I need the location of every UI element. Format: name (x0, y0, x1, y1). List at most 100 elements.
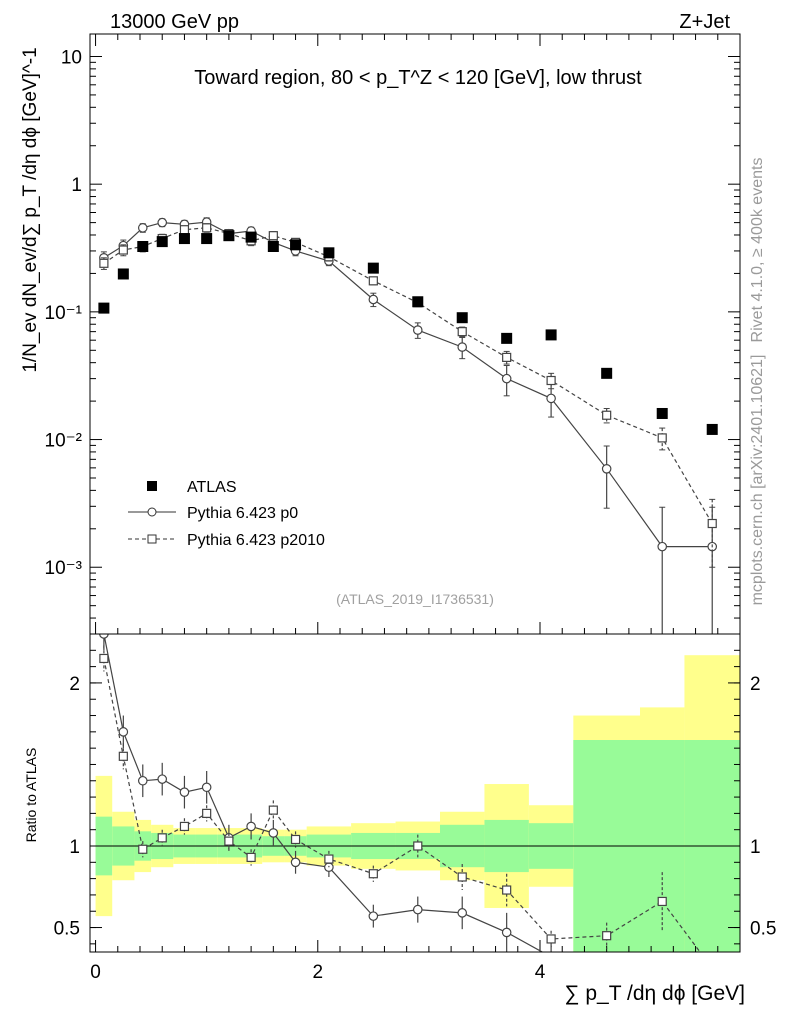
x-tick-label: 2 (312, 962, 323, 983)
ratio-axis-title: Ratio to ATLAS (23, 748, 39, 843)
process-label: Z+Jet (679, 11, 730, 33)
x-axis-title: ∑ p_T /dη dϕ [GeV] (565, 982, 745, 1005)
atlas-point (267, 240, 279, 252)
atlas-point (117, 268, 129, 280)
p2010-ratio-point (138, 844, 148, 854)
p2010-ratio-point (413, 841, 423, 851)
p2010-ratio-point (502, 885, 512, 895)
p2010-ratio-point (268, 805, 278, 815)
p0-point (412, 325, 423, 335)
p0-ratio-point (368, 911, 379, 921)
p0-ratio-point (99, 634, 109, 639)
p2010-ratio-point (602, 931, 612, 941)
x-tick-label: 4 (535, 962, 546, 983)
legend-p0-label: Pythia 6.423 p0 (187, 505, 298, 522)
plot-title: Toward region, 80 < p_T^Z < 120 [GeV], l… (194, 67, 642, 89)
p2010-ratio-point (118, 751, 128, 761)
p0-point (601, 464, 612, 474)
legend-p0-marker (147, 507, 157, 517)
atlas-point (98, 302, 110, 314)
ratio-tick-label-right: 1 (750, 837, 761, 858)
atlas-point (456, 312, 468, 324)
y-tick-label: 10⁻³ (45, 558, 83, 579)
p2010-point (707, 518, 717, 529)
p2010-ratio-point (324, 854, 334, 864)
atlas-point (501, 332, 513, 344)
p2010-point (202, 223, 212, 233)
atlas-point (178, 233, 190, 245)
atlas-point (545, 329, 557, 341)
p2010-point (118, 245, 128, 255)
p2010-point (502, 352, 512, 362)
p0-point (368, 294, 379, 305)
p2010-point (179, 225, 190, 235)
p2010-ratio-point (290, 834, 301, 845)
p0-point (501, 373, 512, 384)
p2010-point (546, 375, 556, 386)
atlas-point (156, 236, 168, 248)
ratio-ticks: 0.5 0.5 1 1 2 2 0 2 4 (54, 649, 776, 983)
legend-atlas-marker (147, 481, 157, 491)
p0-point (546, 393, 556, 404)
y-axis-title: 1/N_ev dN_ev/d∑ p_T /dη dϕ [GeV]^-1 (20, 47, 41, 372)
atlas-point (245, 231, 257, 243)
atlas-point (201, 233, 213, 245)
p0-ratio-point (157, 774, 168, 784)
atlas-point (137, 240, 149, 252)
ratio-plot-frame (89, 633, 741, 953)
p0-ratio-point (412, 904, 423, 915)
p0-point (457, 342, 468, 352)
p2010-ratio-point (546, 934, 556, 944)
p2010-ratio-point (457, 872, 467, 882)
y-tick-label: 10 (61, 47, 82, 68)
atlas-point (323, 247, 335, 259)
p2010-ratio-point (99, 653, 109, 664)
legend-p2010-marker (147, 534, 157, 544)
energy-label: 13000 GeV pp (110, 11, 239, 33)
ratio-tick-label: 1 (69, 837, 80, 858)
p2010-point (602, 410, 612, 420)
ratio-tick-label: 0.5 (54, 919, 80, 940)
y-tick-label: 10⁻² (45, 431, 83, 452)
p0-ratio-point (179, 787, 190, 797)
legend-p2010-label: Pythia 6.423 p2010 (187, 532, 325, 549)
p0-point (657, 541, 668, 552)
atlas-point (223, 230, 235, 242)
p0-ratio-point (268, 828, 279, 838)
legend-atlas-label: ATLAS (187, 479, 237, 496)
p2010-point (457, 327, 467, 337)
p2010-point (368, 276, 378, 286)
p2010-point (657, 433, 667, 443)
p0-ratio-point (246, 821, 256, 832)
p0-ratio-point (457, 908, 468, 918)
p2010-ratio-point (368, 869, 378, 879)
ratio-tick-label-right: 2 (750, 674, 761, 695)
p0-ratio-point (201, 782, 212, 793)
rivet-label: Rivet 4.1.0, ≥ 400k events (749, 158, 766, 343)
p0-ratio-point (547, 953, 555, 961)
ratio-bands (90, 655, 740, 952)
p2010-ratio-point (657, 896, 667, 907)
atlas-point (290, 239, 302, 251)
p0-ratio-point (290, 857, 301, 868)
atlas-point (367, 262, 379, 274)
mcplots-label: mcplots.cern.ch [arXiv:2401.10621] (749, 355, 766, 606)
p2010-ratio-point (179, 821, 190, 832)
p0-point (137, 223, 148, 233)
atlas-point (706, 423, 718, 435)
p2010-ratio-point (157, 833, 167, 843)
x-tick-label: 0 (90, 962, 101, 983)
ratio-tick-label: 2 (69, 674, 80, 695)
p0-main-line (103, 221, 713, 548)
atlas-point (601, 367, 613, 379)
p2010-point (99, 258, 109, 268)
atlas-point (412, 296, 424, 308)
analysis-watermark: (ATLAS_2019_I1736531) (336, 591, 494, 607)
p2010-ratio-point (246, 852, 256, 863)
main-ticks: 10⁻³ 10⁻² 10⁻¹ 1 10 (45, 34, 740, 635)
chart-marks (98, 217, 718, 961)
legend: ATLAS Pythia 6.423 p0 Pythia 6.423 p2010 (128, 479, 325, 549)
y-tick-label: 1 (71, 175, 82, 196)
p0-ratio-point (118, 727, 129, 737)
